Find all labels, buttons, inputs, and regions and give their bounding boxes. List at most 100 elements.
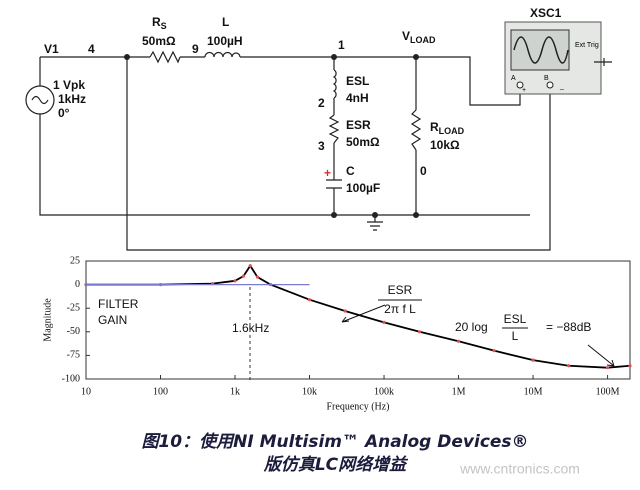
junction: [331, 212, 337, 218]
plot-frame: [85, 260, 631, 380]
label: Ext Trig: [575, 42, 599, 49]
label: B: [544, 75, 549, 82]
inductor: [204, 51, 241, 58]
polarity: +: [324, 166, 331, 180]
x-tick-label: 1k: [230, 386, 240, 397]
x-tick-label: 10: [81, 386, 91, 397]
label: V: [402, 29, 410, 43]
point: [492, 349, 496, 353]
label: RLOAD: [430, 120, 465, 136]
label: _: [559, 83, 564, 90]
trigger-terminal: [594, 58, 612, 66]
source-wave: [31, 95, 49, 105]
y-tick-label: -75: [67, 350, 80, 361]
x-tick-label: 100M: [596, 386, 620, 397]
scope-input: [546, 81, 554, 89]
point: [307, 298, 312, 302]
point: [382, 320, 386, 324]
capacitor: [326, 179, 342, 189]
label: XSC1: [530, 6, 562, 20]
x-tick-label: 1M: [452, 386, 466, 397]
label: LOAD: [439, 126, 465, 136]
annotation: 2π f L: [384, 302, 416, 316]
junction: [372, 212, 378, 218]
value: 4nH: [346, 91, 369, 105]
label: RS: [152, 15, 167, 31]
label: LOAD: [410, 35, 436, 45]
point: [417, 330, 422, 334]
x-tick-label: 100: [153, 386, 168, 397]
value: 0°: [58, 106, 70, 120]
caption: 版仿真LC网络增益: [263, 455, 409, 475]
junction: [124, 54, 130, 60]
arrow: [587, 344, 615, 367]
y-axis-label: Magnitude: [42, 298, 53, 342]
scope-screen: [510, 29, 570, 71]
scope-wave: [513, 36, 569, 64]
point: [605, 366, 610, 370]
label: L: [222, 15, 229, 29]
y-tick-label: -25: [67, 302, 80, 313]
value: 100µF: [346, 181, 380, 195]
node-label: 4: [88, 42, 95, 56]
point: [233, 279, 237, 283]
annotation: 20 log: [455, 320, 488, 334]
value: 1kHz: [58, 92, 86, 106]
node-label: 9: [192, 42, 199, 56]
caption: 图10：使用NI Multisim™ Analog Devices®: [141, 432, 528, 452]
resistor: [149, 50, 181, 64]
point: [255, 275, 260, 279]
scope-input: [516, 81, 524, 89]
y-tick-label: 25: [70, 255, 80, 266]
label: R: [430, 120, 439, 134]
point: [456, 339, 461, 343]
x-tick-label: 10k: [302, 386, 317, 397]
label: C: [346, 164, 355, 178]
arrow: [341, 304, 386, 323]
source: [25, 85, 55, 115]
point: [241, 274, 246, 278]
watermark: www.cntronics.com: [459, 461, 580, 477]
label: V1: [44, 42, 59, 56]
annotation: FILTER: [98, 297, 139, 311]
value: 1 Vpk: [53, 78, 85, 92]
annotation: L: [512, 329, 519, 343]
annotation: ESR: [388, 283, 413, 297]
circuit: [25, 21, 612, 251]
node-label: 2: [318, 96, 325, 110]
point: [343, 309, 347, 313]
label: +: [522, 87, 526, 94]
junction: [413, 212, 419, 218]
junction: [331, 54, 337, 60]
ground: [367, 215, 383, 231]
value: 10kΩ: [430, 138, 460, 152]
value: 100µH: [207, 34, 243, 48]
node-label: 3: [318, 139, 325, 153]
y-tick-label: -50: [67, 326, 80, 337]
node-label: 1: [338, 38, 345, 52]
rload-resistor: [410, 109, 422, 151]
x-tick-label: 100k: [374, 386, 394, 397]
label: S: [161, 21, 167, 31]
label: ESR: [346, 118, 371, 132]
value: 50mΩ: [142, 34, 176, 48]
series-line: [86, 264, 631, 369]
esr-resistor: [328, 114, 340, 144]
label: ESL: [346, 74, 369, 88]
esl-inductor: [332, 69, 337, 99]
value: 50mΩ: [346, 135, 380, 149]
x-axis-label: Frequency (Hz): [326, 401, 389, 412]
y-tick-label: 0: [75, 279, 80, 290]
annotation: 1.6kHz: [232, 321, 269, 335]
junction: [413, 54, 419, 60]
point: [628, 364, 632, 368]
label: VLOAD: [402, 29, 436, 45]
annotation: ESL: [504, 312, 527, 326]
y-tick-label: -100: [62, 373, 80, 384]
wire: [39, 56, 551, 251]
point: [248, 264, 252, 268]
label: A: [511, 75, 516, 82]
annotation: = −88dB: [546, 320, 591, 334]
label: R: [152, 15, 161, 29]
